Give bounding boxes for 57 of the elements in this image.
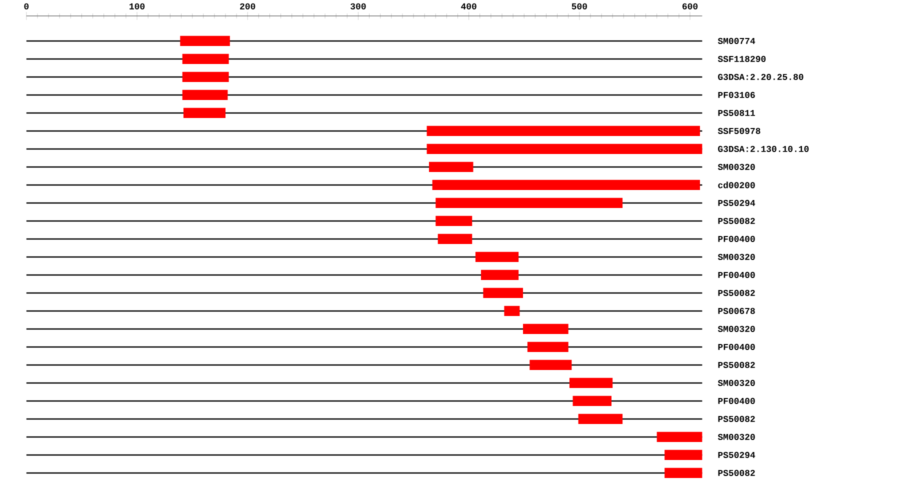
- y-tick-label: PF00400: [718, 344, 755, 350]
- bar: [182, 72, 229, 82]
- bar: [182, 90, 228, 100]
- bar: [426, 126, 700, 136]
- bar: [436, 216, 472, 226]
- y-tick-label: PS50082: [718, 470, 755, 476]
- y-tick-label: PF00400: [718, 398, 755, 404]
- y-tick-label: G3DSA:2.130.10.10: [718, 146, 809, 152]
- x-tick-label: 200: [240, 3, 256, 10]
- y-tick-label: SM00320: [718, 164, 755, 170]
- y-tick-label: PS50082: [718, 290, 755, 296]
- bar: [480, 270, 519, 280]
- x-tick-label: 400: [461, 3, 476, 10]
- y-tick-label: SM00320: [718, 434, 755, 440]
- bar: [523, 324, 568, 334]
- x-tick-label: 300: [350, 3, 366, 10]
- y-tick-label: PS50082: [718, 362, 755, 368]
- bar: [438, 234, 472, 244]
- bar: [483, 288, 524, 298]
- y-tick-label: SSF118290: [718, 56, 766, 62]
- bar: [504, 306, 520, 316]
- bar: [182, 54, 229, 64]
- x-tick-label: 0: [24, 3, 29, 10]
- y-tick-label: G3DSA:2.20.25.80: [718, 74, 804, 80]
- y-tick-label: PF00400: [718, 272, 755, 278]
- bar: [527, 342, 568, 352]
- x-tick-label: 100: [130, 3, 145, 10]
- bar: [428, 162, 474, 172]
- bar: [183, 108, 226, 118]
- y-tick-label: PS50294: [718, 452, 756, 458]
- y-tick-label: PF03106: [718, 92, 755, 98]
- y-tick-label: SM00320: [718, 380, 755, 386]
- y-tick-label: SSF50978: [718, 128, 760, 134]
- bar: [656, 432, 702, 442]
- bar: [426, 144, 702, 154]
- bar: [530, 360, 572, 370]
- bar: [664, 450, 702, 460]
- bar: [436, 198, 623, 208]
- y-tick-label: PS00678: [718, 308, 755, 314]
- bar: [569, 378, 613, 388]
- y-tick-label: PS50811: [718, 110, 755, 116]
- y-tick-label: PS50294: [718, 200, 756, 206]
- bar: [475, 252, 519, 262]
- bar: [180, 36, 230, 46]
- y-tick-label: SM00320: [718, 254, 755, 260]
- y-tick-label: PS50082: [718, 218, 755, 224]
- bar: [578, 414, 623, 424]
- y-tick-label: PF00400: [718, 236, 755, 242]
- bar: [664, 468, 702, 478]
- x-tick-label: 600: [682, 3, 698, 10]
- y-tick-label: SM00774: [718, 38, 756, 44]
- x-tick-label: 500: [572, 3, 587, 10]
- y-tick-label: PS50082: [718, 416, 755, 422]
- y-tick-label: SM00320: [718, 326, 755, 332]
- y-tick-label: cd00200: [718, 182, 755, 188]
- bar: [572, 396, 612, 406]
- bar: [432, 180, 700, 190]
